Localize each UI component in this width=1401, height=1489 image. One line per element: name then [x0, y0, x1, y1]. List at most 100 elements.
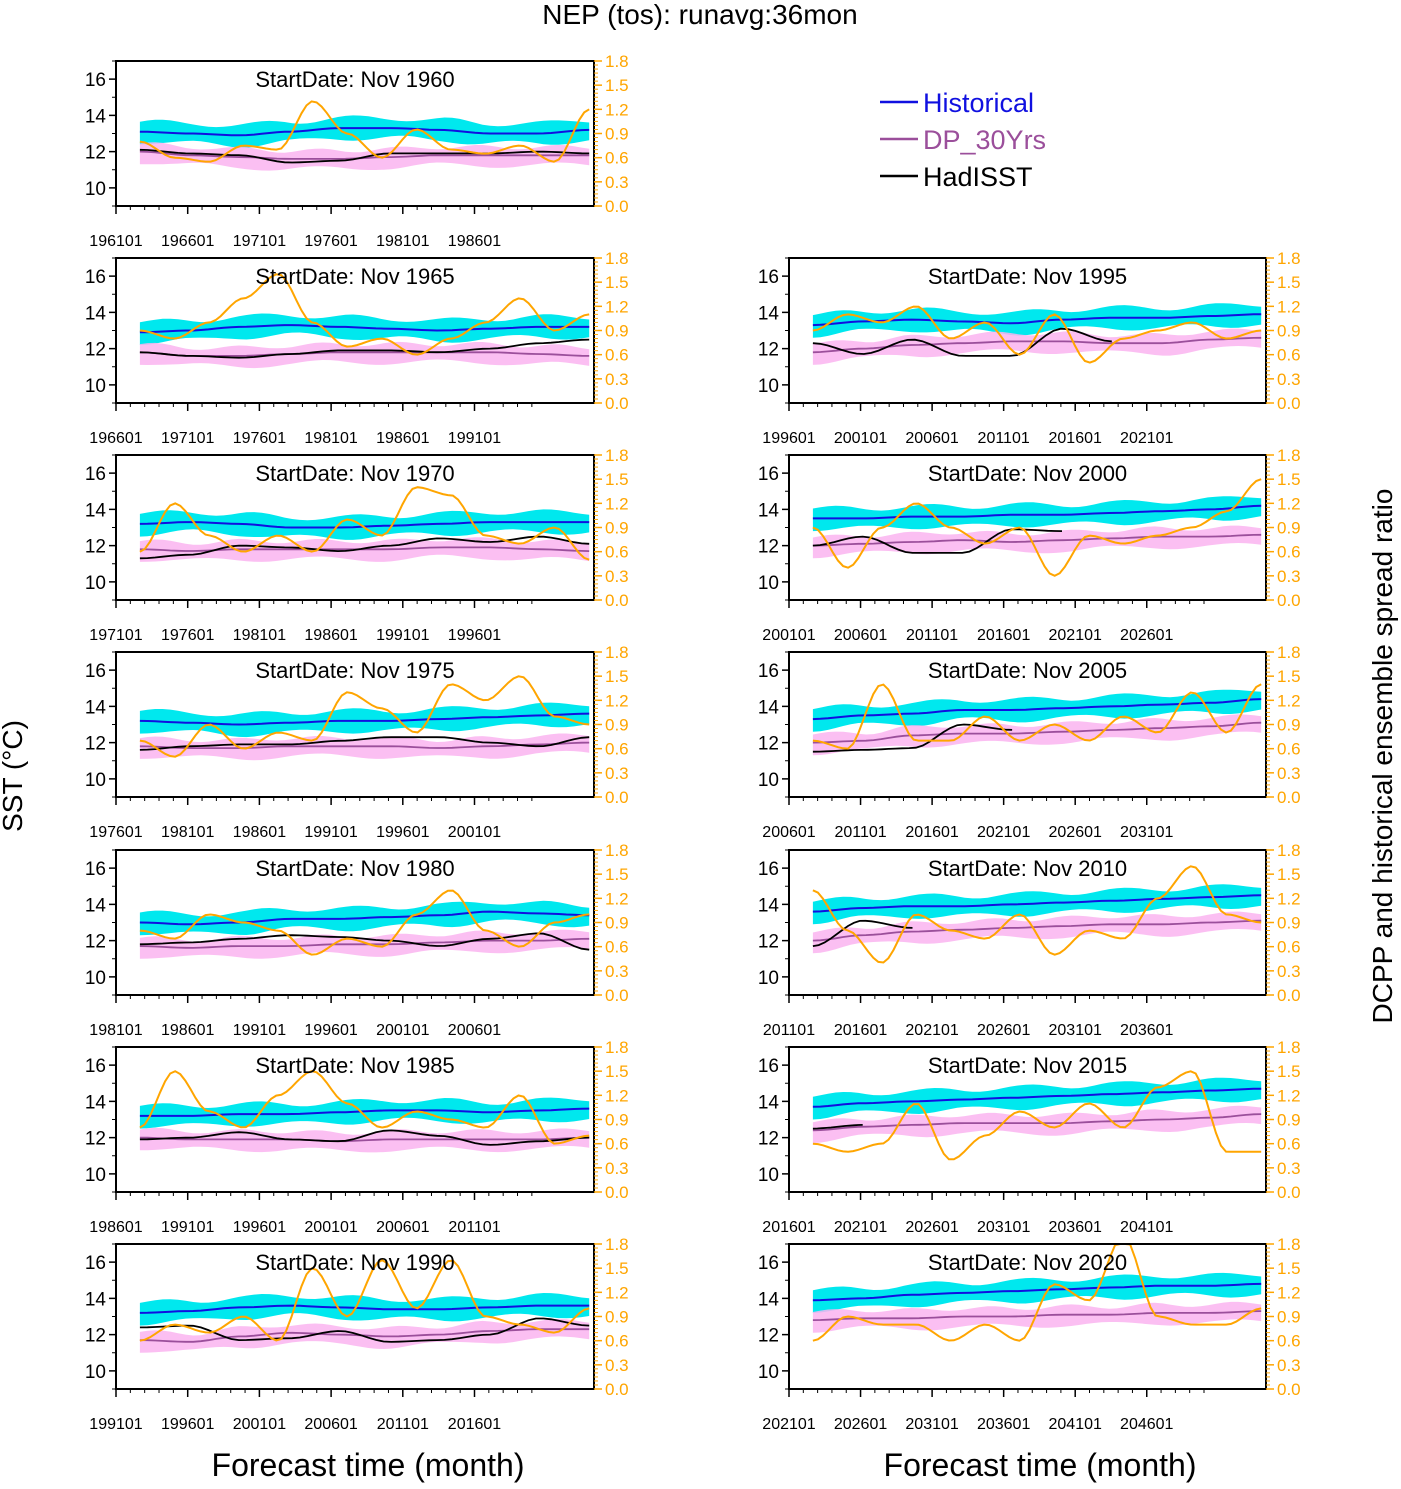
x-tick-label: 200101 [376, 1022, 429, 1039]
spread-ratio-line [812, 1070, 1262, 1161]
dp-mean-line [139, 1136, 590, 1143]
x-tick-label: 203101 [977, 1219, 1030, 1236]
ratio-tick-label: 0.9 [605, 322, 629, 341]
historical-spread-band [139, 1293, 590, 1326]
ratio-tick-label: 1.5 [605, 76, 629, 95]
x-tick-label: 202101 [1120, 430, 1173, 447]
hadisst-line [139, 736, 590, 751]
x-tick-label: 198601 [376, 430, 429, 447]
x-tick-label: 201601 [448, 1416, 501, 1433]
x-tick-label: 203101 [1120, 824, 1173, 841]
spread-ratio-line [812, 683, 1262, 750]
ratio-tick-label: 0.3 [605, 1356, 629, 1375]
x-tick-label: 199101 [376, 627, 429, 644]
historical-spread-band [812, 689, 1262, 732]
y-tick-label: 10 [758, 573, 779, 594]
panel-title: StartDate: Nov 2005 [928, 658, 1127, 683]
spread-ratio-line [139, 100, 590, 163]
x-tick-label: 200601 [304, 1416, 357, 1433]
y-axis-label-left: SST (°C) [0, 720, 28, 832]
ratio-tick-label: 0.3 [605, 962, 629, 981]
hadisst-line [812, 919, 913, 947]
panel-title: StartDate: Nov 1975 [255, 658, 454, 683]
y-tick-label: 16 [85, 70, 106, 91]
panel-title: StartDate: Nov 1960 [255, 67, 454, 92]
ratio-tick-label: 0.0 [605, 394, 629, 413]
ratio-tick-label: 0.9 [1277, 1308, 1301, 1327]
ratio-tick-label: 1.8 [605, 841, 629, 860]
ratio-tick-label: 0.6 [1277, 346, 1301, 365]
ratio-tick-label: 1.2 [1277, 1086, 1301, 1105]
panel-1970: 10 12 14 16 0.0 0.3 0.6 0.9 1.2 1.5 1.8 197101 19760… [85, 446, 629, 644]
figure-title: NEP (tos): runavg:36mon [542, 0, 857, 30]
panel-1965: 10 12 14 16 0.0 0.3 0.6 0.9 1.2 1.5 1.8 196601 19710… [85, 249, 629, 447]
x-tick-label: 201601 [977, 627, 1030, 644]
ratio-tick-label: 0.6 [605, 149, 629, 168]
ratio-tick-label: 0.9 [1277, 716, 1301, 735]
y-tick-label: 12 [758, 734, 779, 755]
panel-1995: 10 12 14 16 0.0 0.3 0.6 0.9 1.2 1.5 1.8 199601 20010… [758, 249, 1301, 447]
ratio-tick-label: 0.9 [1277, 322, 1301, 341]
y-tick-label: 16 [85, 464, 106, 485]
dp-mean-line [139, 1328, 590, 1343]
ratio-tick-label: 1.8 [605, 446, 629, 465]
x-tick-label: 199601 [304, 1022, 357, 1039]
ratio-tick-label: 1.2 [1277, 1283, 1301, 1302]
dp-mean-line [812, 919, 1262, 942]
x-tick-label: 200101 [762, 627, 815, 644]
historical-mean-line [812, 1087, 1262, 1108]
dp-mean-line [812, 1310, 1262, 1321]
x-tick-label: 199101 [448, 430, 501, 447]
x-tick-label: 198601 [89, 1219, 142, 1236]
x-tick-label: 201601 [905, 824, 958, 841]
panel-title: StartDate: Nov 1980 [255, 856, 454, 881]
panel-2000: 10 12 14 16 0.0 0.3 0.6 0.9 1.2 1.5 1.8 200101 20060… [758, 446, 1301, 644]
hadisst-line [139, 932, 590, 951]
y-tick-label: 12 [85, 143, 106, 164]
ratio-tick-label: 0.3 [605, 567, 629, 586]
y-tick-label: 14 [85, 106, 107, 127]
ratio-tick-label: 0.6 [1277, 1135, 1301, 1154]
historical-spread-band [139, 115, 590, 148]
x-tick-label: 197601 [161, 627, 214, 644]
x-tick-label: 204601 [1120, 1416, 1173, 1433]
y-tick-label: 10 [85, 1165, 106, 1186]
legend-label-2: HadISST [923, 162, 1033, 192]
x-tick-label: 202101 [1049, 627, 1102, 644]
ratio-tick-label: 0.3 [1277, 764, 1301, 783]
x-tick-label: 199101 [233, 1022, 286, 1039]
y-tick-label: 10 [758, 968, 779, 989]
dp-spread-band [812, 328, 1262, 365]
y-tick-label: 16 [758, 661, 779, 682]
y-tick-label: 12 [85, 932, 106, 953]
x-tick-label: 203101 [1049, 1022, 1102, 1039]
x-tick-label: 201601 [762, 1219, 815, 1236]
ratio-tick-label: 1.8 [1277, 841, 1301, 860]
x-tick-label: 200101 [233, 1416, 286, 1433]
y-axis-label-right: DCPP and historical ensemble spread rati… [1367, 489, 1398, 1024]
ratio-tick-label: 0.0 [1277, 986, 1301, 1005]
ratio-tick-label: 1.2 [605, 100, 629, 119]
y-tick-label: 10 [758, 1165, 779, 1186]
panel-title: StartDate: Nov 1995 [928, 264, 1127, 289]
x-tick-label: 202601 [905, 1219, 958, 1236]
y-tick-label: 14 [758, 895, 780, 916]
ratio-tick-label: 1.5 [1277, 667, 1301, 686]
historical-spread-band [812, 1077, 1262, 1120]
ratio-tick-label: 0.6 [605, 346, 629, 365]
x-tick-label: 198601 [448, 233, 501, 250]
y-tick-label: 16 [85, 1056, 106, 1077]
y-tick-label: 12 [758, 1129, 779, 1150]
x-tick-label: 196601 [161, 233, 214, 250]
legend: Historical DP_30Yrs HadISST [880, 88, 1046, 192]
x-tick-label: 198101 [304, 430, 357, 447]
x-tick-label: 201601 [1049, 430, 1102, 447]
historical-mean-line [812, 504, 1262, 520]
ratio-tick-label: 0.3 [1277, 567, 1301, 586]
historical-spread-band [139, 509, 590, 540]
ratio-tick-label: 0.3 [1277, 370, 1301, 389]
y-tick-label: 14 [85, 895, 107, 916]
x-tick-label: 203601 [977, 1416, 1030, 1433]
ratio-tick-label: 0.3 [605, 370, 629, 389]
